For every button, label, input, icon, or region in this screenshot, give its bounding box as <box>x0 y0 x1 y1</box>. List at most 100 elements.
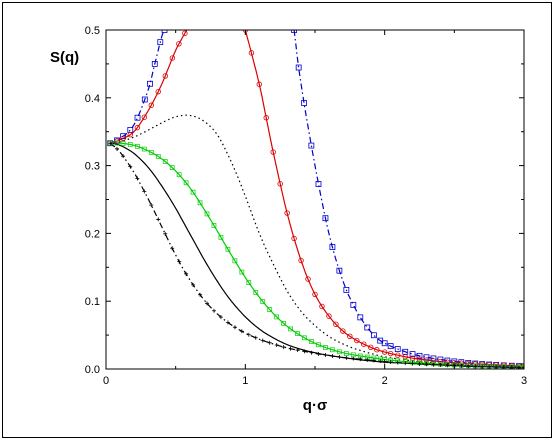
data-point <box>364 324 371 331</box>
data-point <box>274 343 279 348</box>
data-point <box>351 356 356 361</box>
data-point <box>430 355 437 362</box>
data-point <box>141 146 147 152</box>
data-point <box>388 360 393 365</box>
data-point <box>218 234 224 240</box>
data-point <box>284 210 290 216</box>
data-point <box>127 127 134 133</box>
data-point <box>381 349 388 355</box>
data-point <box>120 133 127 140</box>
data-point <box>191 282 196 287</box>
data-point <box>522 365 524 369</box>
data-point <box>184 271 189 276</box>
data-point <box>225 320 230 325</box>
data-point <box>424 362 429 367</box>
data-point <box>142 189 147 194</box>
data-point <box>301 100 307 106</box>
data-point <box>374 347 380 353</box>
data-point <box>438 362 443 367</box>
plot-area <box>105 29 525 370</box>
data-point <box>248 50 255 56</box>
data-point <box>253 335 258 340</box>
data-point <box>176 41 182 47</box>
data-point <box>337 355 342 360</box>
series-line-1 <box>109 30 188 144</box>
data-point <box>170 246 175 251</box>
data-point <box>263 115 269 121</box>
data-point <box>371 358 376 363</box>
data-point <box>274 314 280 320</box>
y-tick-label: 0.4 <box>85 93 100 105</box>
data-point <box>431 362 436 367</box>
data-point <box>382 359 387 364</box>
data-point <box>344 355 349 360</box>
data-point <box>330 347 335 353</box>
data-point <box>211 223 217 228</box>
data-point <box>395 352 401 358</box>
data-point <box>343 287 350 293</box>
data-point <box>281 321 286 326</box>
data-point <box>190 189 196 195</box>
data-point <box>309 350 314 355</box>
data-point <box>312 291 318 298</box>
data-point <box>368 344 374 351</box>
data-point <box>350 301 357 308</box>
data-point <box>354 337 360 344</box>
data-point <box>128 164 133 169</box>
data-point <box>323 345 328 350</box>
y-tick-label: 0.5 <box>85 25 100 37</box>
data-point <box>494 364 499 369</box>
data-point <box>319 303 325 310</box>
data-point <box>151 61 158 67</box>
data-point <box>298 257 304 264</box>
data-point <box>409 351 416 357</box>
series-layer <box>109 30 524 369</box>
data-point <box>141 114 148 120</box>
data-point <box>370 332 377 339</box>
data-point <box>108 141 113 146</box>
data-point <box>326 313 332 319</box>
data-point <box>387 343 394 350</box>
data-point <box>459 363 464 368</box>
data-point <box>135 143 140 149</box>
data-point <box>134 124 141 131</box>
y-axis-label: S(q) <box>50 49 79 66</box>
data-point <box>267 307 273 313</box>
data-point <box>288 346 293 351</box>
data-point <box>198 292 203 297</box>
series-line-0 <box>293 30 524 367</box>
data-point <box>395 360 400 365</box>
data-point <box>127 132 133 138</box>
y-tick-label: 0.1 <box>85 296 100 308</box>
data-point <box>225 246 231 252</box>
data-point <box>336 267 343 274</box>
data-point <box>232 325 237 330</box>
data-point <box>163 231 168 236</box>
data-point <box>291 235 297 242</box>
data-point <box>308 142 315 149</box>
data-point <box>403 361 408 366</box>
data-point <box>120 141 126 146</box>
series-line-4 <box>110 142 524 369</box>
data-point <box>260 299 266 304</box>
data-point <box>270 149 276 155</box>
data-point <box>444 357 451 364</box>
data-point <box>291 30 298 33</box>
y-tick-label: 0.0 <box>85 364 100 376</box>
series-line-1 <box>244 30 524 367</box>
data-point <box>141 96 148 103</box>
data-point <box>134 114 141 121</box>
data-point <box>169 55 176 61</box>
data-point <box>169 165 175 170</box>
data-point <box>394 346 401 352</box>
data-point <box>162 159 168 164</box>
data-point <box>501 365 506 369</box>
x-tick-label: 1 <box>242 375 248 387</box>
data-point <box>295 331 300 336</box>
data-point <box>302 349 307 354</box>
data-point <box>148 102 154 108</box>
data-point <box>416 356 423 362</box>
data-point <box>329 244 336 250</box>
x-axis-label: q·σ <box>303 397 327 414</box>
